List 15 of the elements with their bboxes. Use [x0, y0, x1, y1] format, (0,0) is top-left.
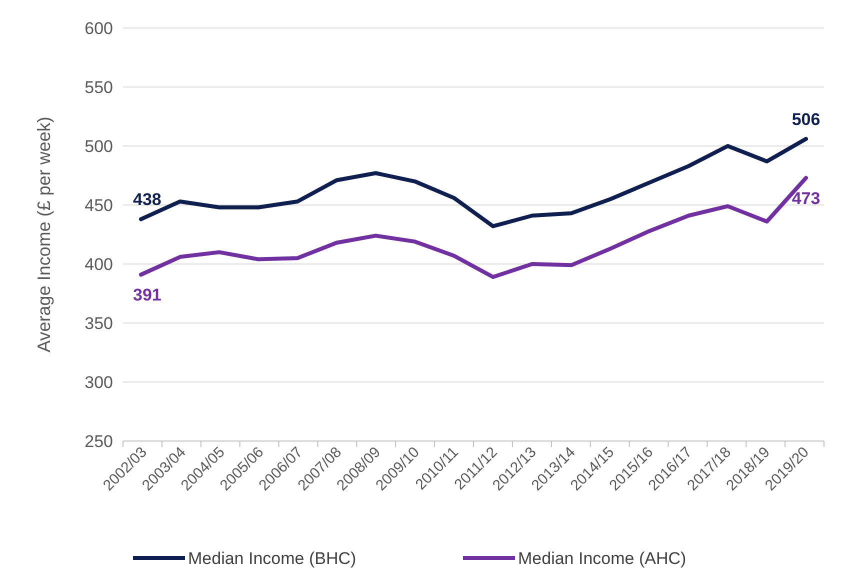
data-label: 438	[133, 190, 162, 210]
legend-label: Median Income (AHC)	[518, 549, 686, 568]
y-tick-label: 450	[84, 196, 113, 215]
y-tick-label: 250	[84, 432, 113, 451]
data-label: 473	[792, 188, 820, 208]
y-tick-label: 550	[84, 78, 113, 97]
data-label: 506	[792, 110, 820, 129]
legend-label: Median Income (BHC)	[188, 549, 356, 568]
data-label: 391	[133, 286, 162, 305]
y-tick-label: 600	[84, 19, 113, 38]
y-tick-label: 300	[84, 373, 113, 392]
y-tick-label: 500	[84, 137, 113, 156]
y-axis-title: Average Income (£ per week)	[34, 116, 54, 352]
y-tick-label: 400	[84, 255, 113, 274]
y-tick-label: 350	[84, 314, 113, 333]
